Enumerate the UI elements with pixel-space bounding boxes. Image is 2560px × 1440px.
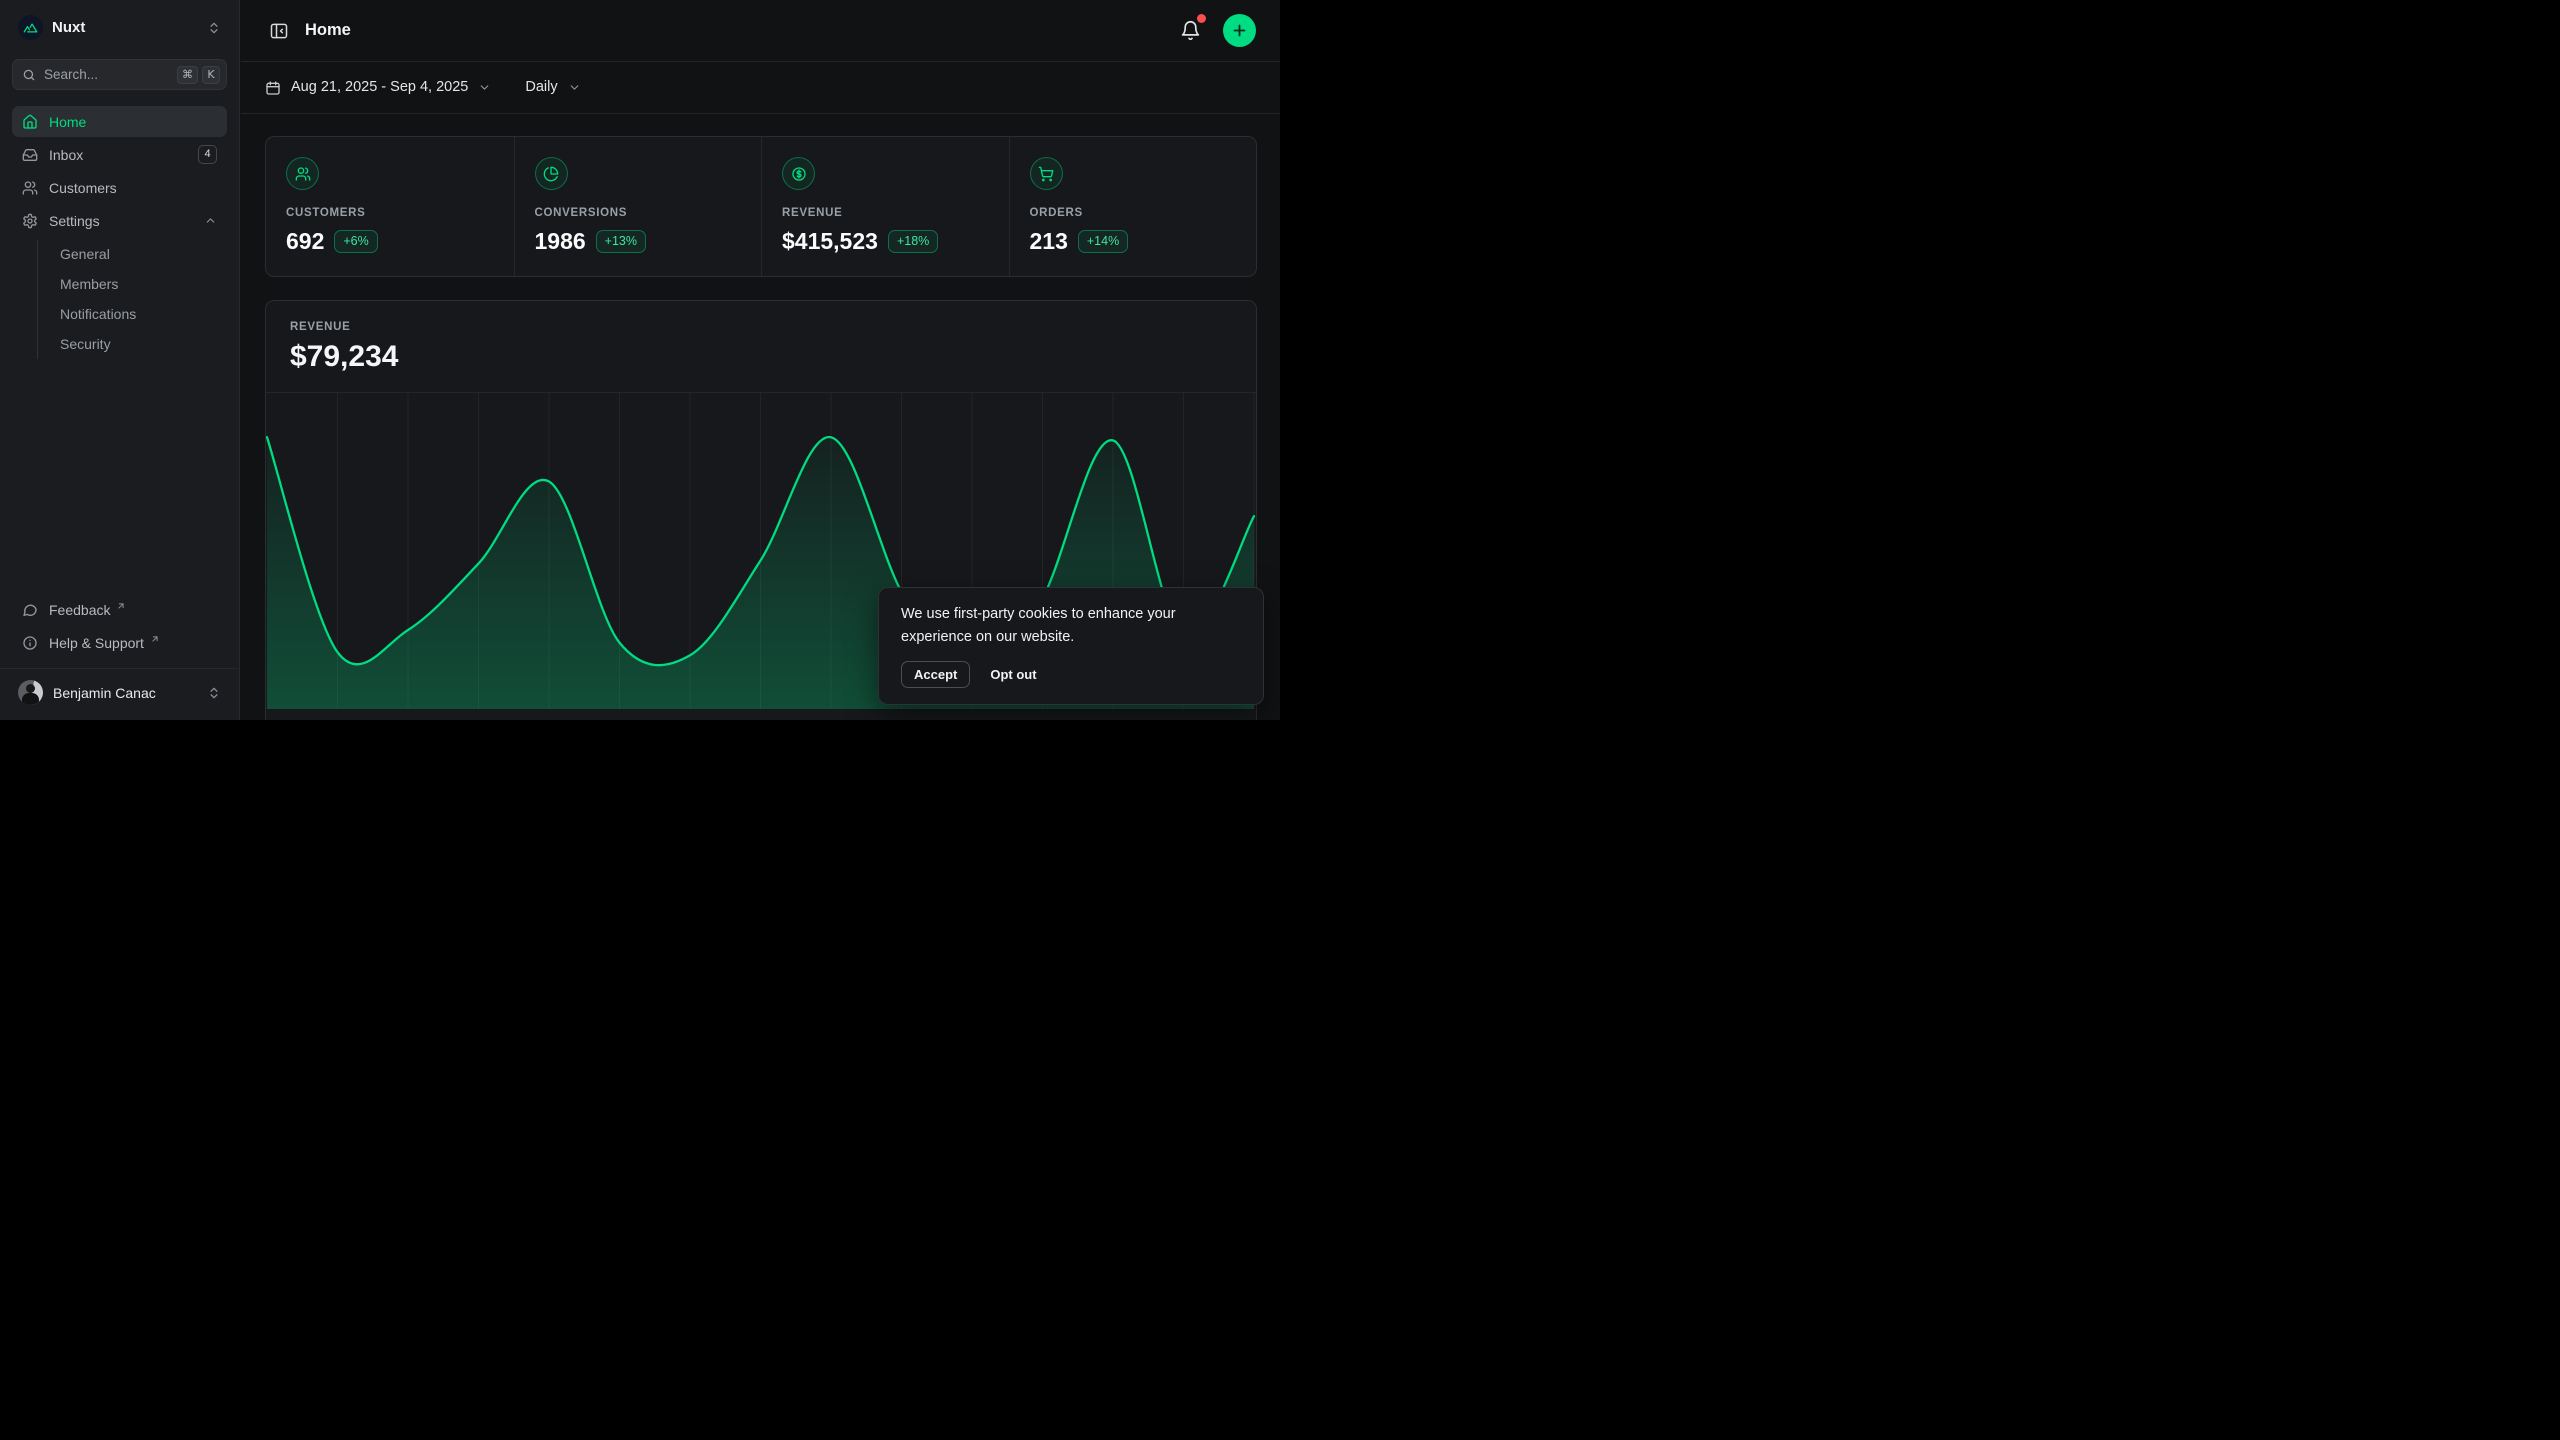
- message-circle-icon: [22, 602, 38, 618]
- kbd-k: K: [202, 65, 220, 84]
- gear-icon: [22, 213, 38, 229]
- search-input[interactable]: Search... ⌘ K: [12, 59, 227, 90]
- stat-delta-badge: +6%: [334, 229, 378, 253]
- stat-label: REVENUE: [782, 207, 843, 219]
- sidebar-item-notifications[interactable]: Notifications: [54, 300, 227, 329]
- plus-icon: [1233, 24, 1246, 37]
- chevron-down-icon: [478, 81, 491, 94]
- sidebar-item-label: Home: [49, 113, 87, 130]
- chevrons-updown-icon: [207, 686, 221, 700]
- sidebar-item-label: Customers: [49, 179, 117, 196]
- sidebar-item-security[interactable]: Security: [54, 330, 227, 359]
- sidebar: Nuxt Search... ⌘ K: [0, 0, 240, 720]
- granularity-value: Daily: [525, 79, 558, 96]
- sidebar-spacer: [12, 361, 227, 594]
- date-range-value: Aug 21, 2025 - Sep 4, 2025: [291, 79, 469, 96]
- add-button[interactable]: [1223, 14, 1256, 47]
- cookie-optout-button[interactable]: Opt out: [990, 662, 1036, 687]
- stats-row: CUSTOMERS 692 +6% CONVERSIONS 1986: [265, 136, 1257, 277]
- sidebar-nav: Home Inbox 4 C: [12, 106, 227, 361]
- stat-delta-badge: +14%: [1077, 229, 1129, 253]
- sidebar-item-inbox[interactable]: Inbox 4: [12, 139, 227, 170]
- search-placeholder: Search...: [44, 66, 99, 82]
- stat-value: 692: [286, 227, 325, 254]
- topbar: Home: [241, 0, 1280, 62]
- sidebar-item-members[interactable]: Members: [54, 270, 227, 299]
- stat-value: 1986: [534, 227, 586, 254]
- panel-left-close-icon: [270, 23, 288, 38]
- sidebar-item-label: Help & Support: [49, 634, 144, 651]
- sidebar-item-feedback[interactable]: Feedback: [12, 594, 227, 625]
- sidebar-collapse-button[interactable]: [265, 17, 293, 45]
- sidebar-item-help-support[interactable]: Help & Support: [12, 627, 227, 658]
- bell-icon: [1181, 20, 1200, 41]
- sidebar-item-home[interactable]: Home: [12, 106, 227, 137]
- app-root: Nuxt Search... ⌘ K: [0, 0, 1280, 720]
- sidebar-item-customers[interactable]: Customers: [12, 172, 227, 203]
- pie-chart-icon: [534, 157, 568, 190]
- chevron-up-icon: [204, 214, 217, 227]
- users-icon: [286, 157, 319, 190]
- stat-label: CUSTOMERS: [286, 207, 366, 219]
- settings-subnav: General Members Notifications Security: [37, 240, 227, 359]
- topbar-actions: [1176, 14, 1256, 47]
- sidebar-item-settings[interactable]: Settings: [12, 205, 227, 236]
- search-icon: [22, 68, 36, 82]
- stat-value: $415,523: [782, 227, 878, 254]
- notification-dot: [1197, 14, 1206, 23]
- stat-delta-badge: +18%: [887, 229, 939, 253]
- notifications-button[interactable]: [1176, 14, 1206, 45]
- team-switcher[interactable]: Nuxt: [12, 10, 227, 45]
- stat-label: CONVERSIONS: [534, 207, 628, 219]
- nuxt-logo-icon: [18, 15, 43, 40]
- chevron-down-icon: [568, 81, 581, 94]
- sidebar-divider: [0, 668, 239, 669]
- sidebar-item-general[interactable]: General: [54, 240, 227, 269]
- stat-card-orders[interactable]: ORDERS 213 +14%: [1008, 137, 1257, 276]
- page-title: Home: [305, 21, 351, 40]
- info-icon: [22, 635, 38, 651]
- sidebar-item-label: Feedback: [49, 601, 111, 618]
- cookie-actions: Accept Opt out: [901, 661, 1241, 688]
- revenue-chart-header: REVENUE $79,234: [266, 301, 1256, 375]
- toolbar: Aug 21, 2025 - Sep 4, 2025 Daily: [241, 62, 1280, 114]
- cookie-message: We use first-party cookies to enhance yo…: [901, 605, 1176, 645]
- stat-card-conversions[interactable]: CONVERSIONS 1986 +13%: [513, 137, 762, 276]
- cookie-accept-button[interactable]: Accept: [901, 661, 971, 688]
- user-menu[interactable]: Benjamin Canac: [12, 675, 227, 710]
- avatar: [18, 680, 43, 705]
- stat-label: ORDERS: [1029, 207, 1083, 219]
- chevrons-updown-icon: [207, 21, 221, 35]
- stat-value: 213: [1029, 227, 1068, 254]
- stat-delta-badge: +13%: [595, 229, 646, 253]
- revenue-line: [266, 435, 1256, 704]
- search-shortcut: ⌘ K: [177, 65, 220, 84]
- sidebar-secondary-nav: Feedback Help & Support: [12, 594, 227, 658]
- home-icon: [22, 114, 38, 130]
- external-link-icon: [116, 601, 126, 611]
- calendar-icon: [265, 80, 281, 96]
- granularity-select[interactable]: Daily: [525, 80, 580, 95]
- cookie-banner: We use first-party cookies to enhance yo…: [878, 586, 1264, 705]
- kbd-cmd: ⌘: [177, 65, 198, 84]
- dollar-circle-icon: [782, 157, 815, 190]
- stat-card-revenue[interactable]: REVENUE $415,523 +18%: [761, 137, 1009, 276]
- external-link-icon: [150, 634, 160, 644]
- date-range-picker[interactable]: Aug 21, 2025 - Sep 4, 2025: [265, 80, 491, 96]
- revenue-chart-total: $79,234: [290, 340, 399, 374]
- sidebar-item-label: Inbox: [49, 146, 84, 163]
- users-icon: [22, 180, 38, 196]
- cart-icon: [1029, 157, 1063, 190]
- stat-card-customers[interactable]: CUSTOMERS 692 +6%: [266, 137, 514, 276]
- revenue-chart-label: REVENUE: [290, 320, 351, 333]
- inbox-count-badge: 4: [198, 145, 217, 164]
- sidebar-item-label: Settings: [49, 212, 100, 229]
- user-name: Benjamin Canac: [53, 684, 156, 701]
- team-name: Nuxt: [52, 19, 86, 36]
- revenue-area: [266, 436, 1255, 709]
- inbox-icon: [22, 147, 38, 163]
